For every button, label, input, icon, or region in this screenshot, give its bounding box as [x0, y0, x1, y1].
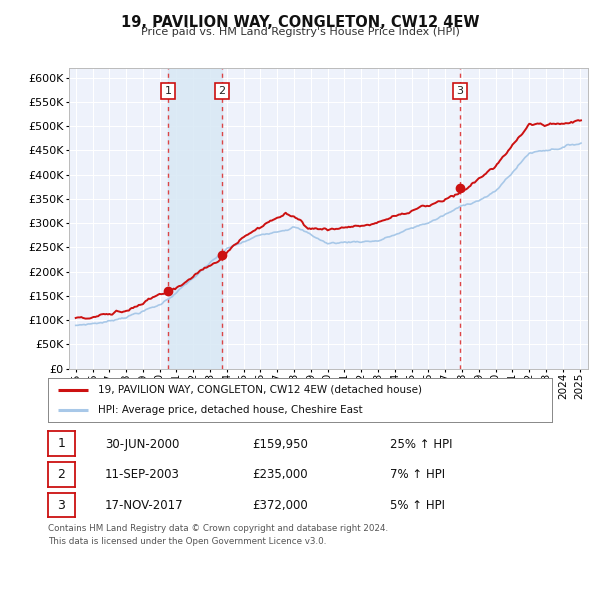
- Bar: [168, 68, 222, 369]
- Text: 1: 1: [164, 86, 172, 96]
- Text: 11-SEP-2003: 11-SEP-2003: [105, 468, 180, 481]
- Text: 2: 2: [58, 468, 65, 481]
- Text: 17-NOV-2017: 17-NOV-2017: [105, 499, 184, 512]
- Text: £372,000: £372,000: [252, 499, 308, 512]
- Text: HPI: Average price, detached house, Cheshire East: HPI: Average price, detached house, Ches…: [98, 405, 363, 415]
- Text: This data is licensed under the Open Government Licence v3.0.: This data is licensed under the Open Gov…: [48, 537, 326, 546]
- Text: 1: 1: [58, 437, 65, 450]
- Text: 19, PAVILION WAY, CONGLETON, CW12 4EW: 19, PAVILION WAY, CONGLETON, CW12 4EW: [121, 15, 479, 30]
- Text: Price paid vs. HM Land Registry's House Price Index (HPI): Price paid vs. HM Land Registry's House …: [140, 27, 460, 37]
- Text: Contains HM Land Registry data © Crown copyright and database right 2024.: Contains HM Land Registry data © Crown c…: [48, 524, 388, 533]
- Text: 25% ↑ HPI: 25% ↑ HPI: [390, 438, 452, 451]
- Text: 7% ↑ HPI: 7% ↑ HPI: [390, 468, 445, 481]
- Text: 5% ↑ HPI: 5% ↑ HPI: [390, 499, 445, 512]
- Text: £159,950: £159,950: [252, 438, 308, 451]
- Text: 3: 3: [58, 499, 65, 512]
- Text: £235,000: £235,000: [252, 468, 308, 481]
- Text: 2: 2: [218, 86, 226, 96]
- Text: 19, PAVILION WAY, CONGLETON, CW12 4EW (detached house): 19, PAVILION WAY, CONGLETON, CW12 4EW (d…: [98, 385, 422, 395]
- Text: 30-JUN-2000: 30-JUN-2000: [105, 438, 179, 451]
- Text: 3: 3: [457, 86, 464, 96]
